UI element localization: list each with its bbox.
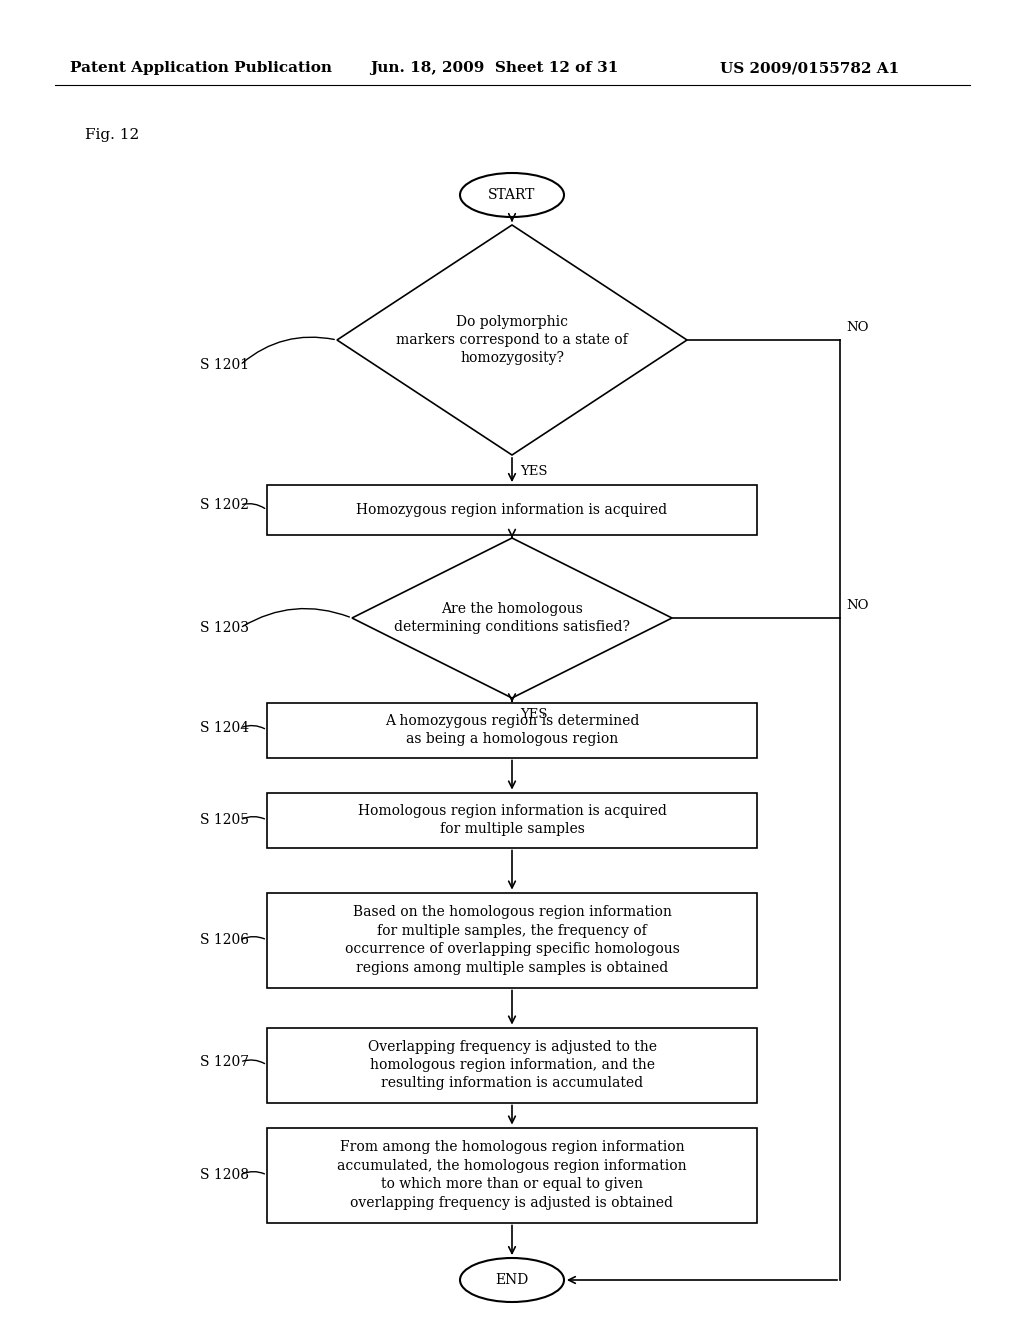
Text: Jun. 18, 2009  Sheet 12 of 31: Jun. 18, 2009 Sheet 12 of 31 — [370, 61, 618, 75]
Text: Homozygous region information is acquired: Homozygous region information is acquire… — [356, 503, 668, 517]
Text: Overlapping frequency is adjusted to the
homologous region information, and the
: Overlapping frequency is adjusted to the… — [368, 1040, 656, 1090]
Text: S 1204: S 1204 — [200, 721, 249, 735]
Text: S 1208: S 1208 — [200, 1168, 249, 1181]
Text: Are the homologous
determining conditions satisfied?: Are the homologous determining condition… — [394, 602, 630, 634]
Bar — [267, 1027, 757, 1102]
Text: START: START — [488, 187, 536, 202]
Text: From among the homologous region information
accumulated, the homologous region : From among the homologous region informa… — [337, 1140, 687, 1209]
Bar — [267, 792, 757, 847]
Text: S 1203: S 1203 — [200, 620, 249, 635]
Text: S 1207: S 1207 — [200, 1055, 249, 1069]
Text: A homozygous region is determined
as being a homologous region: A homozygous region is determined as bei… — [385, 714, 639, 746]
Text: S 1205: S 1205 — [200, 813, 249, 828]
Text: NO: NO — [846, 599, 868, 612]
Text: US 2009/0155782 A1: US 2009/0155782 A1 — [720, 61, 899, 75]
Text: YES: YES — [520, 465, 548, 478]
Text: END: END — [496, 1272, 528, 1287]
Bar — [267, 702, 757, 758]
Bar — [267, 1127, 757, 1222]
Text: NO: NO — [846, 321, 868, 334]
Text: Homologous region information is acquired
for multiple samples: Homologous region information is acquire… — [357, 804, 667, 836]
Bar — [267, 484, 757, 535]
Text: YES: YES — [520, 708, 548, 721]
Text: Patent Application Publication: Patent Application Publication — [70, 61, 332, 75]
Text: Do polymorphic
markers correspond to a state of
homozygosity?: Do polymorphic markers correspond to a s… — [396, 314, 628, 366]
Text: Based on the homologous region information
for multiple samples, the frequency o: Based on the homologous region informati… — [344, 906, 680, 974]
Text: S 1206: S 1206 — [200, 933, 249, 946]
Text: S 1201: S 1201 — [200, 358, 249, 372]
Text: Fig. 12: Fig. 12 — [85, 128, 139, 143]
Text: S 1202: S 1202 — [200, 498, 249, 512]
Bar — [267, 892, 757, 987]
